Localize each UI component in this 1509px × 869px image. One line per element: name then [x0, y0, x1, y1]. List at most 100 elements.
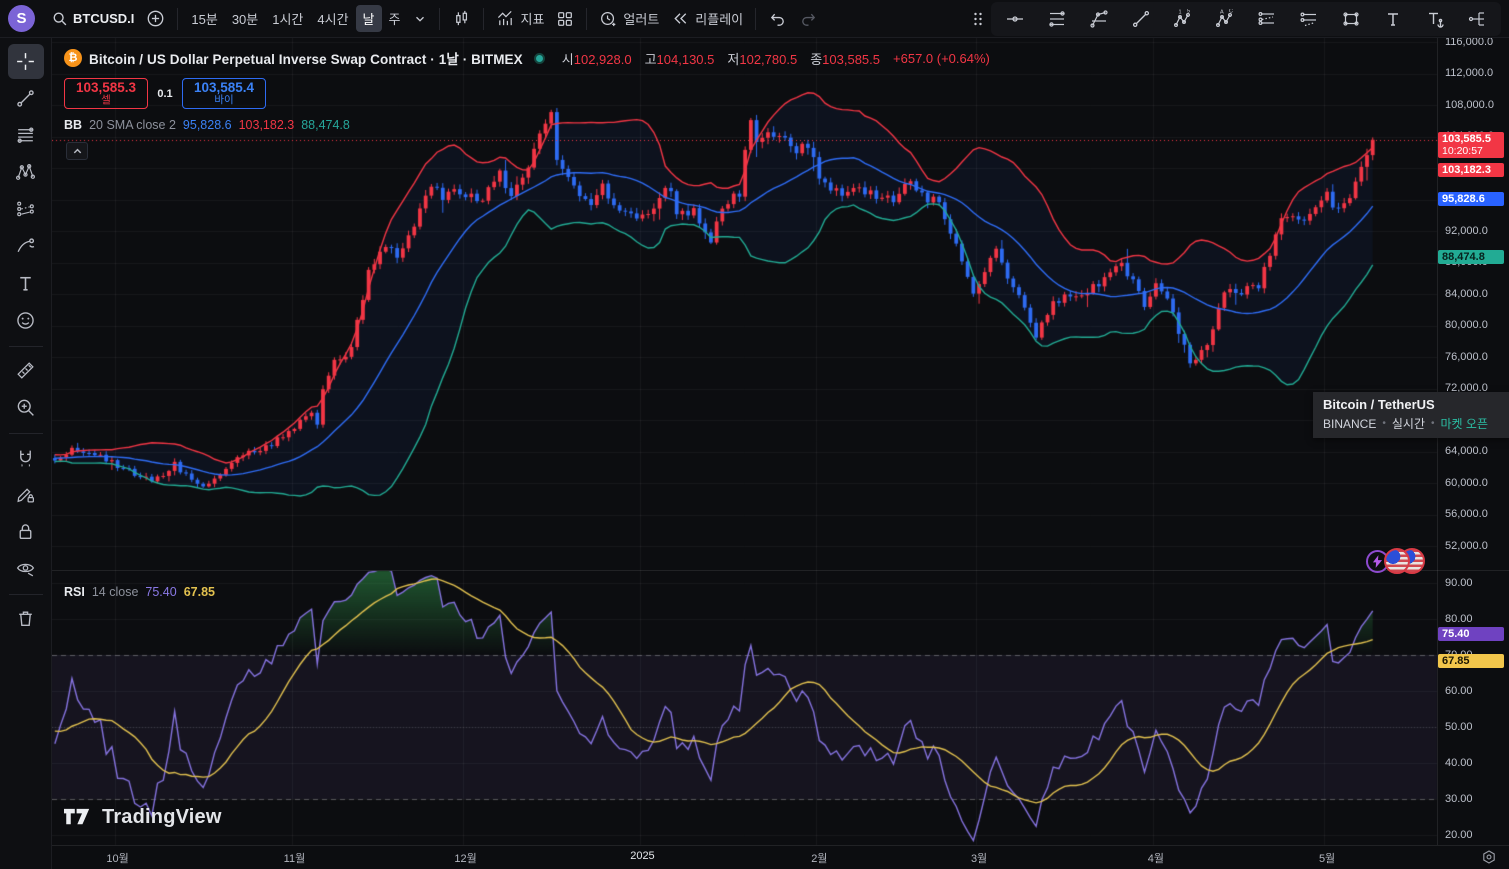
compare-add-button[interactable] [140, 5, 171, 32]
layout-grid-button[interactable] [550, 6, 580, 32]
toolbar-drag-handle[interactable] [965, 7, 991, 31]
alert-clock-icon [599, 9, 618, 28]
buy-button[interactable]: 103,585.4 바이 [182, 78, 266, 109]
tool-horizontal-lines[interactable] [1041, 5, 1073, 33]
tool-lock-all[interactable] [8, 514, 44, 549]
bb-legend[interactable]: BB 20 SMA close 2 95,828.6 103,182.3 88,… [64, 118, 350, 132]
price-axis[interactable]: 52,000.056,000.060,000.064,000.068,000.0… [1437, 38, 1509, 845]
svg-text:1: 1 [1179, 9, 1182, 15]
tool-forecast[interactable] [8, 192, 44, 227]
time-tick: 2월 [797, 850, 841, 866]
symbol-title[interactable]: Bitcoin / US Dollar Perpetual Inverse Sw… [89, 48, 523, 68]
tf-1d-active[interactable]: 날 [356, 5, 382, 32]
undo-button[interactable] [762, 5, 793, 32]
tf-4h[interactable]: 4시간 [310, 5, 355, 32]
axis-settings-button[interactable] [1481, 849, 1497, 869]
bar-countdown: 10:20:57 [1442, 145, 1500, 157]
chart-canvas[interactable] [52, 38, 1509, 869]
tool-hide-drawings[interactable] [8, 551, 44, 586]
bb-lower-badge: 88,474.8 [1438, 250, 1504, 264]
sell-button[interactable]: 103,585.3 셀 [64, 78, 148, 109]
rsi-ma-value: 67.85 [184, 585, 215, 599]
tool-rectangle[interactable] [1335, 5, 1367, 33]
replay-button[interactable]: 리플레이 [665, 5, 749, 32]
market-status-dot[interactable] [534, 53, 545, 64]
tool-ruler[interactable] [8, 353, 44, 388]
top-toolbar: S BTCUSD.I 15분 30분 1시간 4시간 날 주 지표 [0, 0, 1509, 38]
btc-icon: ₿ [64, 49, 82, 67]
tradingview-app: S BTCUSD.I 15분 30분 1시간 4시간 날 주 지표 [0, 0, 1509, 869]
buy-label: 바이 [214, 95, 233, 106]
lock-icon [15, 521, 36, 542]
tool-text[interactable] [1377, 5, 1409, 33]
tool-emoji[interactable] [8, 303, 44, 338]
tool-text[interactable] [8, 266, 44, 301]
tool-trend-line[interactable] [1125, 5, 1157, 33]
rsi-legend[interactable]: RSI 14 close 75.40 67.85 [64, 585, 215, 599]
flag-circle-1[interactable] [1384, 548, 1410, 574]
time-axis[interactable]: 10월11월12월20252월3월4월5월 [52, 845, 1509, 869]
alert-button[interactable]: 얼러트 [593, 5, 665, 32]
tool-zoom-in[interactable] [8, 390, 44, 425]
tool-horizontal-line[interactable] [999, 5, 1031, 33]
text-icon [1383, 9, 1403, 29]
tool-fork[interactable] [1461, 5, 1493, 33]
tool-trend-line[interactable] [8, 81, 44, 116]
tool-magnet[interactable] [8, 440, 44, 475]
rsi-value-badge: 75.40 [1438, 627, 1504, 641]
abc-pattern-icon: AC [1215, 9, 1235, 29]
tool-crosshair[interactable] [8, 44, 44, 79]
bb-upper-value: 103,182.3 [239, 118, 295, 132]
replay-label: 리플레이 [695, 9, 743, 28]
price-tick: 60,000.0 [1445, 477, 1488, 489]
tradingview-wordmark: TradingView [102, 806, 222, 829]
redo-button[interactable] [793, 5, 824, 32]
tf-1h[interactable]: 1시간 [265, 5, 310, 32]
bb-basis-badge: 95,828.6 [1438, 192, 1504, 206]
tool-brush[interactable] [8, 229, 44, 264]
trend-line-icon [1131, 9, 1151, 29]
tf-30m[interactable]: 30분 [225, 5, 265, 32]
trade-buttons: 103,585.3 셀 0.1 103,585.4 바이 [64, 78, 266, 109]
sell-price: 103,585.3 [76, 81, 136, 95]
rsi-tick: 30.00 [1445, 793, 1473, 805]
price-tick: 112,000.0 [1445, 67, 1493, 79]
indicators-button[interactable]: 지표 [490, 5, 550, 32]
tool-parallel-channel[interactable] [1293, 5, 1325, 33]
rsi-name: RSI [64, 585, 85, 599]
high-label: 고 [645, 52, 657, 67]
user-avatar[interactable]: S [8, 5, 35, 32]
bb-name: BB [64, 118, 82, 132]
pane-separator-main-rsi[interactable] [52, 570, 1509, 571]
legend-collapse-button[interactable] [66, 142, 88, 160]
tool-trash[interactable] [8, 601, 44, 636]
tool-dotted-channel[interactable] [1251, 5, 1283, 33]
last-price: 103,585.5 [1442, 133, 1500, 145]
open-value: 102,928.0 [574, 52, 632, 67]
tool-anchored-text[interactable] [1419, 5, 1451, 33]
chart-style-button[interactable] [446, 5, 477, 32]
tool-polyline[interactable] [1083, 5, 1115, 33]
tool-xabcd-pattern[interactable] [8, 155, 44, 190]
tool-drawing-lock[interactable] [8, 477, 44, 512]
rsi-tick: 40.00 [1445, 757, 1473, 769]
rsi-tick: 60.00 [1445, 685, 1473, 697]
fork-icon [1467, 9, 1487, 29]
rsi-tick: 20.00 [1445, 829, 1473, 841]
price-tick: 84,000.0 [1445, 288, 1488, 300]
favorite-drawing-tools: 15 AC [991, 2, 1501, 36]
symbol-search-text: BTCUSD.I [73, 11, 134, 26]
symbol-legend: ₿ Bitcoin / US Dollar Perpetual Inverse … [64, 48, 990, 68]
market-status-tooltip: Bitcoin / TetherUS BINANCE • 실시간 • 마켓 오픈 [1313, 392, 1509, 438]
tf-dropdown-button[interactable] [407, 8, 433, 30]
svg-text:5: 5 [1187, 9, 1190, 15]
tool-abc-pattern[interactable]: AC [1209, 5, 1241, 33]
symbol-search-button[interactable]: BTCUSD.I [45, 6, 140, 31]
tradingview-logo[interactable]: TradingView [64, 806, 222, 829]
tool-elliott-wave[interactable]: 15 [1167, 5, 1199, 33]
layout-grid-icon [556, 10, 574, 28]
tf-1w[interactable]: 주 [382, 5, 408, 32]
price-tick: 56,000.0 [1445, 508, 1488, 520]
tf-15m[interactable]: 15분 [184, 5, 224, 32]
tool-fib-retracement[interactable] [8, 118, 44, 153]
